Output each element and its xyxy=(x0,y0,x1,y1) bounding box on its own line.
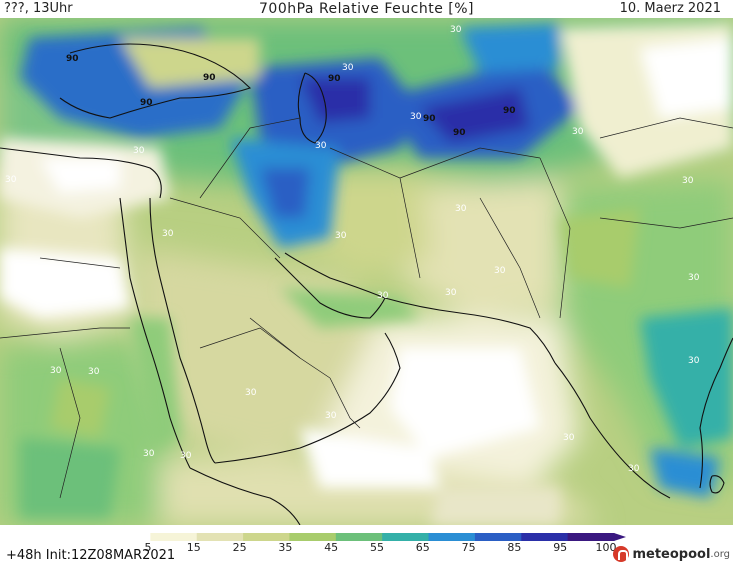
colorbar-tick-label: 65 xyxy=(415,541,430,554)
contour-label-30: 30 xyxy=(682,176,694,186)
contour-label-90: 90 xyxy=(423,114,436,124)
contour-label-30: 30 xyxy=(325,411,337,421)
colorbar-tick-label: 85 xyxy=(507,541,522,554)
contour-label-30: 30 xyxy=(693,79,705,89)
coastlines xyxy=(0,43,733,525)
contour-labels: 90 90 90 90 90 90 90 30 30 30 30 30 30 3… xyxy=(5,25,705,474)
contour-label-30: 30 xyxy=(162,229,174,239)
colorbar-segment xyxy=(335,533,383,541)
contour-label-30: 30 xyxy=(5,175,17,185)
contour-label-30: 30 xyxy=(377,291,389,301)
colorbar-tick-label: 35 xyxy=(278,541,293,554)
contour-label-30: 30 xyxy=(410,112,422,122)
header-bar: ???, 13Uhr 700hPa Relative Feuchte [%] 1… xyxy=(0,0,733,18)
forecast-date-label: 10. Maerz 2021 xyxy=(619,1,721,16)
contour-label-90: 90 xyxy=(328,74,341,84)
contour-label-30: 30 xyxy=(572,127,584,137)
contour-label-30: 30 xyxy=(563,433,575,443)
country-borders xyxy=(0,117,733,499)
colorbar-segment xyxy=(428,533,476,541)
humidity-field-detail xyxy=(0,23,733,525)
contour-label-30: 30 xyxy=(445,288,457,298)
colorbar-segment xyxy=(243,533,290,541)
contour-label-30: 30 xyxy=(494,266,506,276)
colorbar-arrow xyxy=(614,533,626,541)
colorbar-tick-label: 100 xyxy=(595,541,617,554)
colorbar-tick-label: 95 xyxy=(553,541,568,554)
contour-label-30: 30 xyxy=(688,356,700,366)
contour-label-90: 90 xyxy=(453,128,466,138)
contour-label-30: 30 xyxy=(50,366,62,376)
contour-label-30: 30 xyxy=(342,63,354,73)
contour-label-30: 30 xyxy=(133,146,145,156)
colorbar-tick-label: 5 xyxy=(144,541,152,554)
contour-label-30: 30 xyxy=(143,449,155,459)
contour-label-30: 30 xyxy=(628,464,640,474)
contour-label-90: 90 xyxy=(203,73,216,83)
colorbar-tick-label: 15 xyxy=(186,541,201,554)
contour-label-30: 30 xyxy=(245,388,257,398)
footer-bar: 5 15 25 35 45 55 65 75 85 95 100 +48h Init:12Z08MA… xyxy=(0,525,733,566)
colorbar-segment xyxy=(567,533,615,541)
colorbar-segment xyxy=(150,533,198,541)
humidity-colorbar xyxy=(104,533,626,541)
colorbar-segment xyxy=(196,533,244,541)
colorbar-segment xyxy=(289,533,337,541)
logo-text: meteopool xyxy=(632,546,711,562)
forecast-time-label: ???, 13Uhr xyxy=(4,1,73,16)
contour-label-30: 30 xyxy=(315,141,327,151)
contour-label-30: 30 xyxy=(180,451,192,461)
map-title: 700hPa Relative Feuchte [%] xyxy=(259,1,474,17)
contour-label-90: 90 xyxy=(140,98,153,108)
contour-label-30: 30 xyxy=(455,204,467,214)
colorbar-segment xyxy=(521,533,569,541)
meteopool-logo-icon xyxy=(613,546,630,562)
init-time-label: +48h Init:12Z08MAR2021 xyxy=(6,548,176,563)
colorbar-tick-label: 55 xyxy=(370,541,384,554)
meteopool-logo: meteopool .org xyxy=(613,545,730,563)
contour-label-30: 30 xyxy=(450,25,462,35)
contour-label-30: 30 xyxy=(688,273,700,283)
contour-label-90: 90 xyxy=(66,54,79,64)
contour-label-30: 30 xyxy=(335,231,347,241)
colorbar-tick-label: 45 xyxy=(324,541,339,554)
colorbar-tick-label: 75 xyxy=(461,541,476,554)
colorbar-segment xyxy=(382,533,430,541)
colorbar-segment xyxy=(474,533,522,541)
humidity-map: 90 90 90 90 90 90 90 30 30 30 30 30 30 3… xyxy=(0,18,733,525)
contour-label-30: 30 xyxy=(88,367,100,377)
logo-suffix: .org xyxy=(710,548,730,560)
colorbar-segment xyxy=(104,533,151,541)
contour-label-90: 90 xyxy=(503,106,516,116)
colorbar-tick-label: 25 xyxy=(232,541,247,554)
